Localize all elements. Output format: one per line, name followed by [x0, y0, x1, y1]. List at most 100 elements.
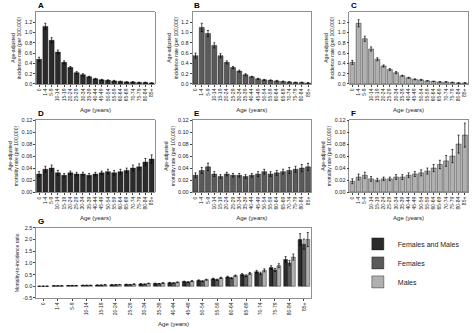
- svg-text:0.00: 0.00: [178, 189, 189, 195]
- svg-text:0.6: 0.6: [181, 50, 189, 56]
- svg-text:85+: 85+: [148, 88, 154, 97]
- svg-text:1-4: 1-4: [355, 88, 361, 95]
- svg-text:65-69: 65-69: [436, 196, 442, 209]
- svg-text:1.0: 1.0: [25, 29, 33, 35]
- svg-text:60-64: 60-64: [117, 88, 123, 101]
- svg-text:1.2: 1.2: [25, 19, 33, 25]
- svg-text:50-54: 50-54: [199, 302, 205, 315]
- svg-text:1-4: 1-4: [355, 196, 361, 203]
- svg-text:55-59: 55-59: [267, 196, 273, 209]
- svg-text:1-4: 1-4: [198, 196, 204, 203]
- svg-text:0: 0: [192, 196, 198, 199]
- svg-text:65-69: 65-69: [436, 88, 442, 101]
- svg-text:50-54: 50-54: [418, 196, 424, 209]
- svg-text:40-44: 40-44: [248, 196, 254, 209]
- svg-text:85+: 85+: [461, 197, 467, 206]
- svg-text:0.02: 0.02: [178, 177, 189, 183]
- svg-text:A: A: [38, 1, 44, 10]
- svg-text:20-24: 20-24: [223, 88, 229, 101]
- svg-text:1.0: 1.0: [338, 29, 346, 35]
- svg-text:5-9: 5-9: [361, 88, 367, 95]
- svg-text:0.2: 0.2: [25, 71, 33, 77]
- svg-text:Males: Males: [398, 279, 417, 286]
- svg-text:65-69: 65-69: [280, 88, 286, 101]
- svg-text:0.02: 0.02: [22, 177, 33, 183]
- svg-text:15-19: 15-19: [374, 88, 380, 101]
- svg-text:Age-adjustedincidence rate (pe: Age-adjustedincidence rate (per 100,000): [323, 16, 336, 79]
- svg-text:Age-adjustedincidence rate (pe: Age-adjustedincidence rate (per 100,000): [10, 16, 22, 79]
- svg-text:B: B: [194, 1, 200, 10]
- svg-text:40-44: 40-44: [405, 196, 411, 209]
- svg-text:1-4: 1-4: [42, 196, 48, 203]
- svg-text:0.00: 0.00: [22, 189, 33, 195]
- svg-text:65-69: 65-69: [280, 196, 286, 209]
- svg-text:60-64: 60-64: [430, 88, 436, 101]
- svg-text:10-14: 10-14: [83, 302, 89, 315]
- svg-text:0.2: 0.2: [338, 71, 346, 77]
- svg-text:45-49: 45-49: [255, 88, 261, 101]
- svg-text:20-24: 20-24: [223, 196, 229, 209]
- svg-text:5-9: 5-9: [48, 88, 54, 95]
- svg-text:1-4: 1-4: [198, 88, 204, 95]
- svg-text:1.0: 1.0: [181, 29, 189, 35]
- svg-text:10-14: 10-14: [211, 88, 217, 101]
- svg-text:15-19: 15-19: [217, 196, 223, 209]
- svg-text:80-84: 80-84: [455, 196, 461, 209]
- svg-text:80-84: 80-84: [142, 88, 148, 101]
- svg-text:75-79: 75-79: [272, 302, 278, 315]
- svg-text:75-79: 75-79: [449, 196, 455, 209]
- svg-text:2.5: 2.5: [25, 225, 33, 231]
- svg-text:Age (years): Age (years): [236, 107, 267, 113]
- svg-text:0: 0: [349, 88, 355, 91]
- svg-text:35-39: 35-39: [399, 88, 405, 101]
- svg-text:0.08: 0.08: [178, 141, 189, 147]
- svg-text:0.10: 0.10: [178, 129, 189, 135]
- svg-text:45-49: 45-49: [255, 196, 261, 209]
- svg-text:40-44: 40-44: [248, 88, 254, 101]
- svg-text:45-49: 45-49: [411, 88, 417, 101]
- svg-text:0.10: 0.10: [335, 129, 346, 135]
- svg-text:1.2: 1.2: [338, 19, 346, 25]
- svg-text:40-44: 40-44: [405, 88, 411, 101]
- svg-text:0: 0: [36, 88, 42, 91]
- svg-text:80-84: 80-84: [298, 88, 304, 101]
- svg-text:Age (years): Age (years): [158, 321, 189, 327]
- svg-text:45-49: 45-49: [98, 196, 104, 209]
- svg-text:0.06: 0.06: [335, 153, 346, 159]
- svg-text:Mortality-to-incidence ratio: Mortality-to-incidence ratio: [14, 233, 20, 292]
- svg-text:70-74: 70-74: [286, 88, 292, 101]
- svg-text:25-29: 25-29: [73, 88, 79, 101]
- svg-text:75-79: 75-79: [292, 196, 298, 209]
- svg-text:40-44: 40-44: [170, 302, 176, 315]
- svg-text:5-9: 5-9: [361, 196, 367, 203]
- svg-text:75-79: 75-79: [292, 88, 298, 101]
- svg-text:20-24: 20-24: [380, 88, 386, 101]
- svg-text:2.0: 2.0: [25, 236, 33, 242]
- svg-text:70-74: 70-74: [443, 196, 449, 209]
- svg-text:0.4: 0.4: [25, 60, 33, 66]
- svg-text:70-74: 70-74: [257, 302, 263, 315]
- svg-text:60-64: 60-64: [228, 302, 234, 315]
- svg-text:1.0: 1.0: [25, 260, 33, 266]
- svg-text:55-59: 55-59: [111, 196, 117, 209]
- svg-text:1-4: 1-4: [54, 302, 60, 309]
- svg-text:Age-adjustedmortality rate (pe: Age-adjustedmortality rate (per 100,000): [163, 126, 176, 187]
- svg-text:0: 0: [40, 302, 46, 305]
- svg-text:35-39: 35-39: [242, 196, 248, 209]
- svg-text:30-34: 30-34: [236, 88, 242, 101]
- svg-text:15-19: 15-19: [217, 88, 223, 101]
- svg-text:Age-adjustedincidence rate (pe: Age-adjustedincidence rate (per 100,000): [166, 16, 179, 79]
- svg-text:70-74: 70-74: [130, 88, 136, 101]
- svg-text:0.8: 0.8: [338, 40, 346, 46]
- svg-text:1.5: 1.5: [25, 248, 33, 254]
- svg-text:30-34: 30-34: [393, 196, 399, 209]
- svg-text:45-49: 45-49: [98, 88, 104, 101]
- svg-text:60-64: 60-64: [430, 196, 436, 209]
- svg-text:0: 0: [349, 196, 355, 199]
- svg-text:45-49: 45-49: [185, 302, 191, 315]
- svg-text:0.08: 0.08: [22, 141, 33, 147]
- svg-text:55-59: 55-59: [111, 88, 117, 101]
- svg-text:20-24: 20-24: [67, 196, 73, 209]
- svg-text:40-44: 40-44: [92, 88, 98, 101]
- svg-text:25-29: 25-29: [386, 88, 392, 101]
